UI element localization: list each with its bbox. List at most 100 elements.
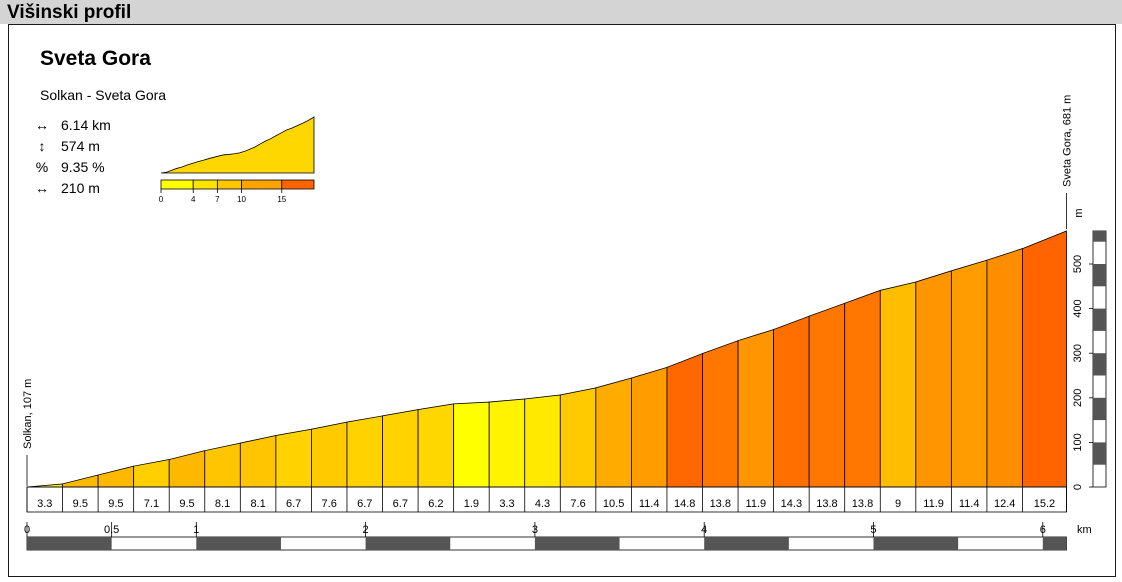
segment-gradient-label: 11.4	[639, 498, 660, 510]
stats-block: ↔ 6.14 km ↕ 574 m% 9.35 % ↔ 210 m	[35, 117, 111, 196]
y-scale-bar-segment	[1093, 353, 1106, 376]
segment-gradient-label: 10.5	[603, 498, 624, 510]
scale-bar-segment	[1042, 537, 1067, 550]
y-axis-label: m	[1073, 208, 1085, 217]
y-scale-bar-segment	[1093, 442, 1106, 465]
x-axis-label: km	[1077, 524, 1092, 536]
segment-gradient-label: 9	[895, 498, 901, 510]
profile-segment	[346, 415, 383, 488]
profile-segment	[630, 366, 668, 488]
x-tick-label: 6	[1040, 524, 1046, 536]
profile-segment	[204, 442, 241, 488]
y-scale-bar-segment	[1093, 264, 1106, 287]
y-scale-bar-segment	[1093, 397, 1106, 421]
y-tick-label: 300	[1072, 344, 1084, 362]
profile-segment	[26, 483, 63, 488]
mini-profile-shape	[160, 116, 315, 174]
profile-segment	[62, 474, 99, 488]
x-tick-label: 5	[870, 524, 876, 536]
endpoint-labels: Solkan, 107 m Sveta Gora, 681 m	[22, 95, 1074, 486]
stat-value: 6.14 km	[61, 117, 111, 133]
profile-segment	[382, 409, 419, 488]
x-axis: 0 0.5 1 2 3 4 5 6 km	[24, 522, 1092, 551]
x-tick-label: 4	[701, 524, 707, 536]
profile-segment	[97, 465, 135, 488]
segment-gradient-label: 14.3	[781, 498, 802, 510]
end-label: Sveta Gora, 681 m	[1062, 95, 1074, 187]
segment-gradient-label: 13.8	[852, 498, 873, 510]
segment-gradient-label: 11.9	[746, 498, 767, 510]
horizontal-double-arrow-icon: ↔	[35, 117, 49, 133]
profile-segment	[986, 248, 1023, 488]
scale-bar-segment	[27, 537, 112, 550]
gradient-legend-tick-label: 4	[191, 195, 196, 204]
profile-segment	[275, 428, 312, 488]
profile-segment	[808, 302, 846, 488]
y-scale-bar-segment	[1093, 308, 1106, 331]
segment-gradient-label: 7.6	[570, 498, 585, 510]
profile-segment	[133, 459, 170, 488]
page-title: Višinski profil	[7, 2, 132, 23]
y-tick-label: 400	[1072, 299, 1084, 317]
segment-gradient-label: 4.3	[535, 498, 550, 510]
gradient-legend-cell	[281, 179, 315, 190]
x-tick-label: 1	[193, 524, 199, 536]
segment-gradient-label: 9.5	[108, 498, 123, 510]
segment-gradient-label: 6.7	[286, 498, 301, 510]
profile-segment	[524, 394, 561, 488]
profile-area: 3.3 9.5 9.5 7.1 9.5 8.1 8.1 6.7 7.6 6.7 6.7 6.2 1.9 3…	[26, 230, 1067, 513]
y-tick-label: 200	[1072, 389, 1084, 407]
profile-segment	[915, 270, 952, 488]
y-tick-label: 500	[1072, 255, 1084, 273]
profile-segment	[168, 450, 206, 488]
start-label: Solkan, 107 m	[22, 379, 34, 449]
gradient-legend-tick-label: 10	[237, 195, 246, 204]
scale-bar-segment	[365, 537, 451, 550]
profile-segment	[417, 403, 455, 488]
gradient-legend-cell	[192, 179, 218, 190]
x-tick-label: 0.5	[104, 524, 119, 536]
profile-segment	[239, 435, 277, 488]
profile-segment	[595, 377, 632, 488]
scale-bar-segment	[704, 537, 789, 550]
scale-bar-segment	[873, 537, 959, 550]
mini-profile: 0 4 7 10 15	[159, 116, 315, 204]
segment-gradient-label: 9.5	[179, 498, 194, 510]
scale-bar-segment	[196, 537, 281, 550]
segment-gradient-label: 13.8	[816, 498, 837, 510]
profile-segment	[950, 259, 988, 488]
stat-value: 574 m	[61, 138, 100, 154]
elevation-profile-chart: Sveta Gora Solkan - Sveta Gora ↔ 6.14 km ↕…	[8, 24, 1116, 577]
segment-gradient-label: 6.7	[393, 498, 408, 510]
profile-segment	[844, 289, 881, 488]
segment-gradient-label: 3.3	[37, 498, 52, 510]
profile-segment	[773, 315, 810, 488]
profile-segment	[311, 421, 348, 488]
gradient-legend-tick-label: 15	[277, 195, 286, 204]
x-tick-label: 0	[24, 524, 30, 536]
chart-subtitle: Solkan - Sveta Gora	[40, 87, 166, 103]
segment-gradient-label: 6.7	[357, 498, 372, 510]
elevation-profile-svg: Sveta Gora Solkan - Sveta Gora ↔ 6.14 km ↕…	[22, 47, 1107, 551]
chart-title: Sveta Gora	[40, 47, 151, 70]
segment-gradient-label: 14.8	[674, 498, 695, 510]
percent-icon: %	[36, 159, 48, 175]
y-tick-label: 0	[1072, 484, 1084, 490]
profile-segment	[559, 387, 597, 488]
gradient-legend-cell	[216, 179, 242, 190]
segment-gradient-label: 7.1	[144, 498, 159, 510]
segment-gradient-label: 11.9	[923, 498, 944, 510]
x-tick-label: 3	[532, 524, 538, 536]
vertical-double-arrow-icon: ↕	[39, 138, 46, 154]
segment-gradient-label: 11.4	[959, 498, 980, 510]
y-tick-label: 100	[1072, 433, 1084, 451]
profile-segment	[879, 281, 917, 488]
profile-segment	[488, 398, 526, 488]
scale-bar-segment	[534, 537, 620, 550]
segment-gradient-label: 8.1	[250, 498, 265, 510]
stat-value: 9.35 %	[61, 159, 105, 175]
gradient-legend-tick-label: 7	[215, 195, 220, 204]
segment-gradient-label: 13.8	[710, 498, 731, 510]
segment-gradient-label: 9.5	[73, 498, 88, 510]
segment-gradient-label: 12.4	[994, 498, 1015, 510]
